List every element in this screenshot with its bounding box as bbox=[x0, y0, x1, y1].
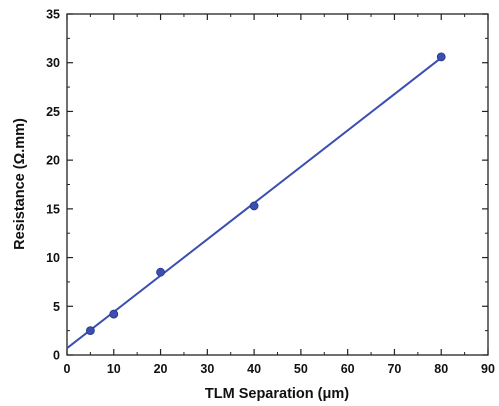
y-tick-label: 10 bbox=[46, 251, 60, 265]
y-tick-label: 5 bbox=[53, 300, 60, 314]
y-tick-label: 35 bbox=[46, 8, 60, 22]
y-tick-label: 0 bbox=[53, 349, 60, 363]
x-tick-label: 70 bbox=[387, 362, 401, 376]
x-tick-label: 90 bbox=[481, 362, 495, 376]
x-tick-label: 50 bbox=[294, 362, 308, 376]
x-tick-label: 30 bbox=[200, 362, 214, 376]
y-tick-labels: 0 5 10 15 20 25 30 35 bbox=[46, 8, 60, 363]
x-tick-labels: 0 10 20 30 40 50 60 70 80 90 bbox=[64, 362, 495, 376]
tick-marks bbox=[66, 13, 489, 356]
y-tick-label: 30 bbox=[46, 56, 60, 70]
x-tick-label: 80 bbox=[434, 362, 448, 376]
x-axis-title: TLM Separation (μm) bbox=[205, 386, 349, 402]
y-tick-label: 25 bbox=[46, 105, 60, 119]
data-marks bbox=[66, 52, 446, 349]
x-tick-label: 40 bbox=[247, 362, 261, 376]
data-point bbox=[85, 326, 95, 336]
x-tick-label: 20 bbox=[154, 362, 168, 376]
y-tick-label: 20 bbox=[46, 154, 60, 168]
data-point bbox=[249, 201, 259, 211]
x-tick-label: 60 bbox=[341, 362, 355, 376]
data-point bbox=[156, 267, 165, 277]
data-point bbox=[109, 309, 119, 319]
y-axis-title: Resistance (Ω.mm) bbox=[12, 118, 28, 250]
data-point bbox=[436, 52, 446, 62]
x-tick-label: 0 bbox=[64, 362, 71, 376]
x-tick-label: 10 bbox=[107, 362, 121, 376]
y-tick-label: 15 bbox=[46, 202, 60, 216]
